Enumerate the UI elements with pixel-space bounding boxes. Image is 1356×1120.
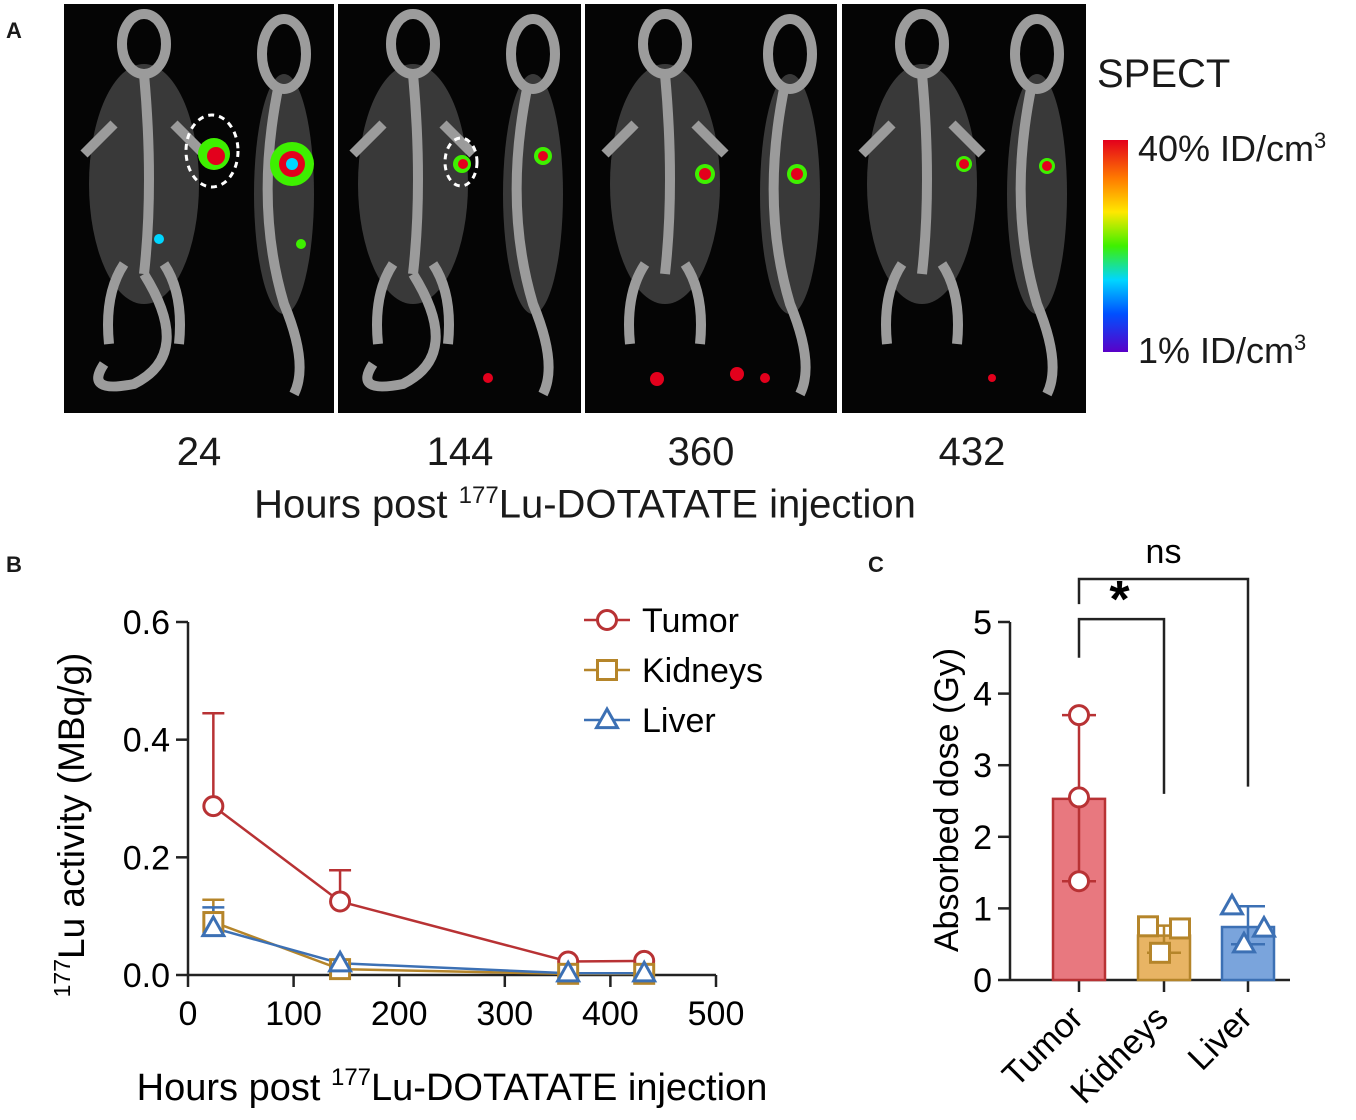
data-point-kidneys [1149, 941, 1171, 964]
spect-scan-24h [80, 9, 314, 397]
chart-b-ylabel: 177Lu activity (MBq/g) [49, 653, 92, 998]
colorbar-max-label: 40% ID/cm3 [1138, 128, 1326, 170]
data-point-liver [1218, 892, 1246, 916]
data-point-tumor [1068, 704, 1090, 727]
chart-c-y-tick-label: 1 [973, 890, 992, 928]
data-point-kidneys [1169, 917, 1191, 940]
b-xlabel-sup: 177 [331, 1064, 371, 1091]
panel-letter-a: A [6, 18, 22, 43]
time-label-432: 432 [938, 430, 1006, 474]
chart-c-y-tick-label: 5 [973, 604, 992, 642]
chart-b-y-tick-label: 0.2 [123, 839, 170, 877]
ylabel-suffix: Lu activity (MBq/g) [51, 653, 92, 959]
chart-c-bars [1051, 704, 1278, 982]
chart-c-y-tick-label: 0 [973, 962, 992, 1000]
chart-b-x-tick-label: 0 [179, 995, 198, 1033]
data-point-liver [327, 949, 354, 973]
ylabel-sup: 177 [49, 959, 75, 997]
significance-bracket-kidneys [1077, 617, 1166, 794]
chart-b-x-tick-label: 200 [371, 995, 428, 1033]
chart-b-legend: Tumor Kidneys Liver [584, 602, 763, 740]
chart-b: 0.0 0.2 0.4 0.6 0 100 200 300 400 500 Tumor Kidney… [49, 602, 768, 1109]
legend-marker-kidneys [596, 659, 618, 681]
significance-label-liver: ns [1146, 533, 1182, 571]
category-label-liver: Liver [1181, 999, 1260, 1078]
spect-scan-360h [601, 9, 820, 397]
data-point-tumor [202, 795, 225, 818]
chart-c-y-tick-label: 2 [973, 819, 992, 857]
colorbar [1103, 140, 1128, 352]
series-line-tumor [212, 805, 645, 963]
panel-letter-c: C [868, 552, 884, 577]
panel-letter-b: B [6, 552, 22, 577]
legend-label-kidneys: Kidneys [642, 652, 763, 690]
chart-c-ylabel: Absorbed dose (Gy) [928, 648, 966, 952]
chart-b-x-tick-label: 300 [476, 995, 533, 1033]
panel-a-xlabel: Hours post 177Lu-DOTATATE injection [0, 482, 1170, 527]
chart-b-y-tick-label: 0.4 [123, 722, 170, 760]
data-point-liver [1230, 930, 1258, 954]
chart-c-y-tick-label: 4 [973, 676, 992, 714]
chart-b-y-tick-label: 0.0 [123, 957, 170, 995]
data-point-liver [200, 913, 227, 938]
colorbar-title: SPECT [1097, 52, 1231, 96]
legend-marker-liver [593, 706, 621, 730]
legend-marker-tumor [596, 609, 618, 631]
time-label-144: 144 [426, 430, 494, 474]
xlabel-suffix: Lu-DOTATATE injection [498, 482, 916, 527]
spect-scan-432h [858, 9, 1067, 397]
chart-b-x-tick-label: 400 [582, 995, 639, 1033]
data-point-tumor [1068, 786, 1090, 809]
significance-bracket-liver [1077, 577, 1250, 787]
significance-label-kidneys: * [1109, 571, 1130, 629]
chart-c-significance: * ns [1077, 533, 1250, 794]
b-xlabel-suffix: Lu-DOTATATE injection [371, 1067, 767, 1109]
chart-c-y-tick-label: 3 [973, 747, 992, 785]
spect-image-144h [338, 4, 581, 413]
time-label-360: 360 [667, 430, 735, 474]
data-point-liver [555, 959, 582, 983]
time-label-24: 24 [176, 430, 222, 474]
colorbar-max-text: 40% ID/cm [1138, 128, 1315, 169]
chart-b-x-tick-label: 100 [265, 995, 322, 1033]
data-point-tumor [329, 890, 352, 913]
colorbar-max-sup: 3 [1314, 128, 1327, 153]
spect-scan-144h [349, 9, 563, 397]
colorbar-min-sup: 3 [1294, 330, 1307, 355]
chart-b-x-tick-label: 500 [688, 995, 745, 1033]
colorbar-min-text: 1% ID/cm [1138, 330, 1295, 371]
xlabel-sup: 177 [458, 482, 499, 509]
chart-b-xlabel: Hours post 177Lu-DOTATATE injection [137, 1064, 768, 1109]
legend-label-tumor: Tumor [642, 602, 739, 640]
legend-label-liver: Liver [642, 702, 716, 740]
spect-image-432h [842, 4, 1086, 413]
b-xlabel-prefix: Hours post [137, 1067, 331, 1109]
data-point-liver [1250, 914, 1278, 938]
xlabel-prefix: Hours post [254, 482, 459, 527]
spect-image-24h [64, 4, 334, 413]
spect-image-360h [585, 4, 837, 413]
chart-b-y-tick-label: 0.6 [123, 604, 170, 642]
chart-b-series [200, 711, 658, 985]
colorbar-min-label: 1% ID/cm3 [1138, 330, 1306, 372]
data-point-kidneys [1137, 915, 1159, 938]
series-line-liver [213, 926, 645, 975]
data-point-tumor [1068, 870, 1090, 893]
data-point-liver [631, 959, 658, 983]
